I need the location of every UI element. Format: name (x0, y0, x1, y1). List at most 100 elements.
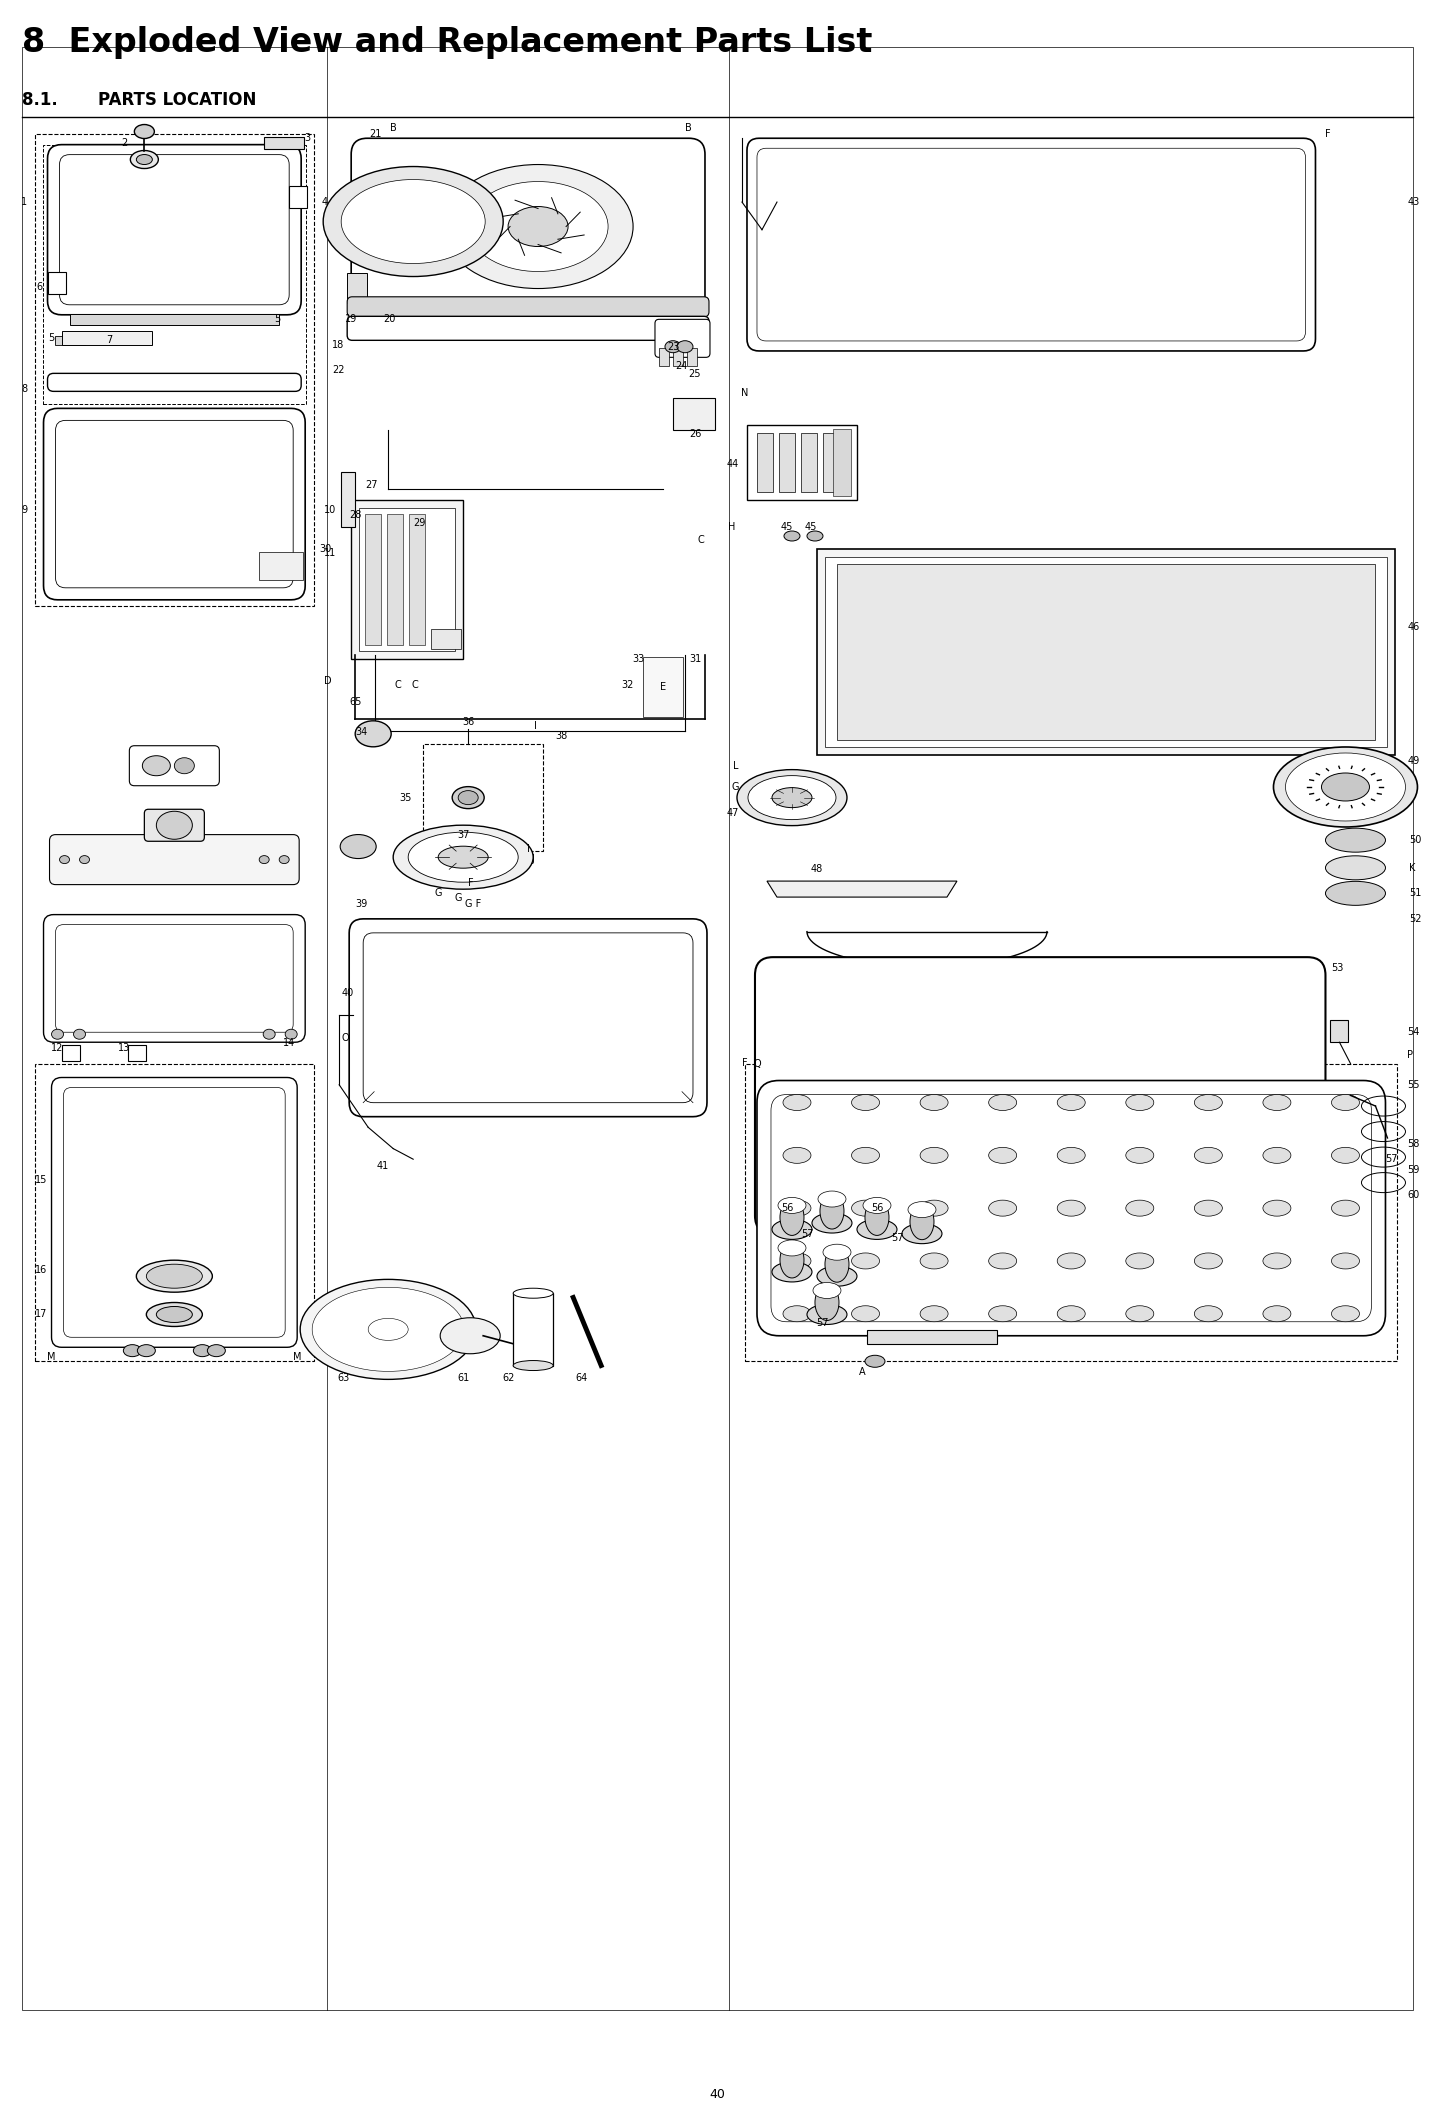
Bar (290, 187, 307, 208)
Ellipse shape (748, 776, 837, 819)
Ellipse shape (865, 1355, 885, 1368)
Text: 25: 25 (689, 370, 702, 379)
Bar (423, 744, 544, 851)
Ellipse shape (138, 1344, 155, 1357)
Text: 28: 28 (349, 510, 362, 519)
Text: 51: 51 (1409, 889, 1422, 898)
Text: 57: 57 (815, 1319, 828, 1327)
Ellipse shape (781, 1200, 804, 1236)
Bar (758, 434, 773, 491)
FancyBboxPatch shape (748, 138, 1316, 351)
Text: 36: 36 (462, 717, 475, 727)
FancyBboxPatch shape (59, 155, 290, 304)
Bar (832, 430, 851, 496)
Bar (34, 134, 314, 606)
Ellipse shape (1194, 1146, 1223, 1163)
Ellipse shape (1332, 1146, 1359, 1163)
Ellipse shape (156, 1306, 192, 1323)
Ellipse shape (778, 1198, 806, 1212)
Text: I: I (534, 721, 537, 732)
Ellipse shape (989, 1095, 1016, 1110)
Ellipse shape (920, 1253, 949, 1270)
Ellipse shape (1263, 1306, 1292, 1321)
Ellipse shape (136, 1259, 212, 1293)
Ellipse shape (738, 770, 847, 825)
Text: G: G (732, 783, 739, 791)
FancyBboxPatch shape (50, 834, 298, 885)
Text: P: P (1408, 1051, 1413, 1059)
Ellipse shape (772, 1219, 812, 1240)
Text: 58: 58 (1408, 1140, 1419, 1149)
Text: H: H (728, 523, 735, 532)
Text: 48: 48 (811, 864, 824, 874)
Ellipse shape (207, 1344, 225, 1357)
Ellipse shape (851, 1200, 880, 1217)
Ellipse shape (989, 1146, 1016, 1163)
Ellipse shape (514, 1289, 552, 1297)
Ellipse shape (323, 166, 504, 277)
Bar (673, 398, 715, 430)
Text: 40: 40 (342, 989, 353, 998)
Ellipse shape (781, 1242, 804, 1278)
Bar (352, 500, 464, 659)
Bar (62, 330, 152, 345)
Text: I: I (527, 844, 530, 855)
Text: 14: 14 (283, 1038, 296, 1049)
Ellipse shape (865, 1200, 888, 1236)
Text: B: B (390, 123, 396, 132)
Ellipse shape (443, 164, 633, 289)
Ellipse shape (1263, 1146, 1292, 1163)
Text: 9: 9 (22, 506, 27, 515)
Ellipse shape (806, 532, 824, 540)
Ellipse shape (280, 855, 290, 864)
FancyBboxPatch shape (43, 915, 306, 1042)
FancyBboxPatch shape (771, 1095, 1372, 1321)
Text: O: O (342, 1034, 349, 1042)
Text: 21: 21 (369, 130, 382, 138)
Text: F: F (742, 1059, 748, 1068)
Text: 56: 56 (781, 1204, 794, 1212)
Ellipse shape (52, 1029, 63, 1040)
Text: 1: 1 (22, 198, 27, 206)
Ellipse shape (146, 1302, 202, 1327)
Ellipse shape (1332, 1200, 1359, 1217)
Text: 59: 59 (1408, 1166, 1419, 1174)
Text: 45: 45 (781, 523, 794, 532)
Bar (347, 272, 367, 302)
Polygon shape (766, 881, 957, 898)
Bar (687, 349, 697, 366)
Text: 56: 56 (871, 1204, 883, 1212)
Ellipse shape (851, 1146, 880, 1163)
Ellipse shape (1058, 1253, 1085, 1270)
Text: 57: 57 (801, 1229, 814, 1238)
Ellipse shape (862, 1198, 891, 1212)
Ellipse shape (1126, 1095, 1154, 1110)
Text: 19: 19 (344, 315, 357, 323)
FancyBboxPatch shape (347, 317, 709, 340)
Text: 20: 20 (383, 315, 396, 323)
Text: 64: 64 (575, 1374, 587, 1383)
Text: 10: 10 (324, 506, 336, 515)
Text: 3: 3 (304, 134, 310, 143)
Bar (659, 349, 669, 366)
Text: G: G (455, 893, 462, 902)
FancyBboxPatch shape (755, 957, 1326, 1234)
Ellipse shape (135, 125, 155, 138)
Text: 44: 44 (726, 459, 739, 468)
Bar (264, 136, 304, 149)
Text: 37: 37 (456, 830, 469, 840)
Ellipse shape (156, 810, 192, 840)
Text: G: G (435, 889, 442, 898)
Text: F: F (468, 878, 474, 887)
FancyBboxPatch shape (758, 1081, 1385, 1336)
Ellipse shape (1126, 1146, 1154, 1163)
Ellipse shape (79, 855, 89, 864)
Ellipse shape (903, 1223, 941, 1244)
Text: 32: 32 (621, 681, 634, 689)
Text: 38: 38 (555, 732, 567, 742)
Ellipse shape (468, 181, 608, 272)
Text: 52: 52 (1409, 915, 1422, 923)
Ellipse shape (920, 1095, 949, 1110)
Text: 30: 30 (319, 545, 331, 553)
Ellipse shape (818, 1191, 847, 1206)
